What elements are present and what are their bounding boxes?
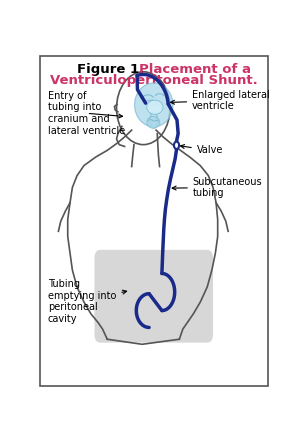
Text: Valve: Valve — [181, 145, 223, 155]
FancyBboxPatch shape — [40, 56, 268, 386]
Text: Entry of
tubing into
cranium and
lateral ventricle: Entry of tubing into cranium and lateral… — [48, 91, 125, 136]
Text: Placement of a: Placement of a — [139, 64, 250, 76]
Text: Enlarged lateral
ventricle: Enlarged lateral ventricle — [171, 90, 270, 111]
Ellipse shape — [147, 117, 160, 128]
Text: Subcutaneous
tubing: Subcutaneous tubing — [172, 177, 262, 198]
Text: Tubing
emptying into
peritoneal
cavity: Tubing emptying into peritoneal cavity — [48, 279, 127, 324]
Ellipse shape — [135, 83, 173, 127]
FancyBboxPatch shape — [94, 250, 213, 343]
Ellipse shape — [150, 112, 158, 128]
Ellipse shape — [117, 72, 170, 145]
Text: Figure 1.: Figure 1. — [77, 64, 149, 76]
Ellipse shape — [147, 100, 163, 114]
Text: Ventriculoperitoneal Shunt.: Ventriculoperitoneal Shunt. — [50, 74, 258, 87]
Ellipse shape — [174, 141, 179, 149]
